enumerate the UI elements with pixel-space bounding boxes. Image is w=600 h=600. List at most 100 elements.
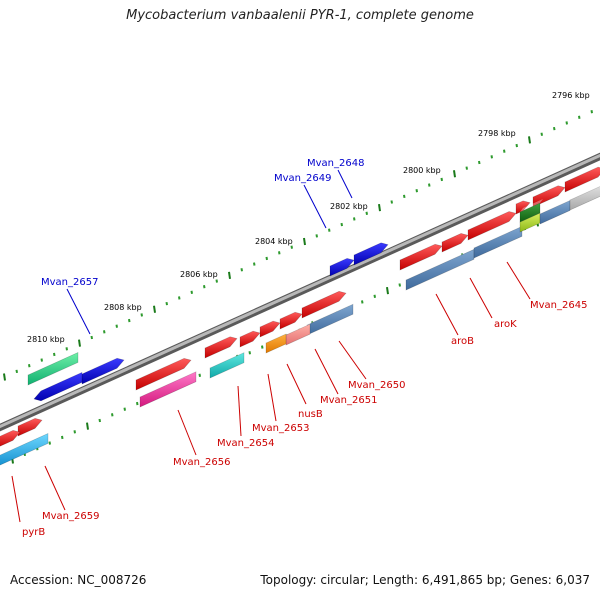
gene-block-face <box>540 196 573 214</box>
scale-tick-minor <box>61 435 64 440</box>
gene-block <box>27 351 79 386</box>
callout-line <box>66 288 91 335</box>
gene-block-face <box>266 329 289 343</box>
gene-block-face <box>520 198 543 212</box>
gene-block-nusb <box>265 333 287 354</box>
gene-label-mvan-2648: Mvan_2648 <box>307 158 364 169</box>
gene-label-mvan-2657: Mvan_2657 <box>41 277 98 288</box>
scale-tick-minor <box>290 245 293 249</box>
gene-label-mvan-2654: Mvan_2654 <box>217 438 274 449</box>
callout-line <box>286 363 307 405</box>
scale-label: 2800 kbp <box>403 166 441 175</box>
gene-block <box>301 290 347 319</box>
scale-tick-major <box>3 373 6 381</box>
scale-tick-minor <box>198 373 201 377</box>
accession-text: Accession: NC_008726 <box>10 573 147 587</box>
callout-line <box>435 293 459 336</box>
scale-labels: 2796 kbp 2798 kbp 2800 kbp 2802 kbp 2804… <box>27 91 590 344</box>
scale-tick-minor <box>115 324 118 328</box>
scale-tick-minor <box>103 330 106 334</box>
scale-tick-minor <box>428 183 431 187</box>
gene-block-face <box>82 354 120 374</box>
scale-label: 2796 kbp <box>552 91 590 100</box>
gene-label-mvan-2649: Mvan_2649 <box>274 173 331 184</box>
gene-label-arok: aroK <box>494 319 517 330</box>
scale-tick-minor <box>503 149 506 153</box>
scale-tick-minor <box>265 256 268 261</box>
figure-title: Mycobacterium vanbaalenii PYR-1, complet… <box>126 8 474 23</box>
scale-tick-major <box>386 287 389 295</box>
gene-block-face <box>0 426 16 437</box>
scale-tick-major <box>528 136 531 144</box>
genome-backbone-highlight <box>0 153 600 429</box>
gene-features <box>0 163 600 466</box>
gene-block-face <box>28 348 81 375</box>
gene-block-face <box>330 254 350 266</box>
gene-block-face <box>474 222 525 248</box>
gene-block-mvan-2654 <box>209 352 245 379</box>
callout-line <box>44 465 66 511</box>
callout-line <box>11 475 21 523</box>
gene-block <box>569 186 600 211</box>
scale-tick-minor <box>140 313 143 317</box>
scale-label: 2802 kbp <box>330 202 368 211</box>
gene-block-face <box>136 354 187 380</box>
scale-ticks-upper <box>3 110 593 381</box>
callout-line <box>267 373 277 422</box>
callout-line <box>314 348 339 395</box>
gene-labels: Mvan_2648 Mvan_2649 Mvan_2657 Mvan_2645 … <box>22 158 587 538</box>
scale-label: 2810 kbp <box>27 335 65 344</box>
scale-tick-minor <box>48 441 51 445</box>
callout-line <box>506 261 531 300</box>
scale-tick-minor <box>565 121 568 125</box>
gene-block <box>17 418 43 437</box>
scale-tick-major <box>153 305 156 313</box>
gene-block-face <box>400 240 438 260</box>
scale-tick-minor <box>40 358 43 362</box>
scale-tick-minor <box>365 211 368 215</box>
gene-block-face <box>565 163 600 182</box>
scale-tick-major <box>86 422 89 430</box>
gene-block <box>441 233 469 253</box>
scale-tick-minor <box>136 401 139 406</box>
scale-label: 2808 kbp <box>104 303 142 312</box>
callout-line <box>337 169 353 199</box>
gene-block-face <box>468 207 512 230</box>
scale-tick-minor <box>278 251 281 255</box>
scale-tick-minor <box>128 318 131 323</box>
callout-line <box>177 409 197 456</box>
gene-block <box>204 336 238 359</box>
callout-line <box>469 277 493 319</box>
scale-tick-major <box>378 204 381 212</box>
gene-block-face <box>307 300 356 325</box>
scale-tick-minor <box>90 335 93 340</box>
gene-block <box>259 320 281 338</box>
gene-block <box>239 330 261 348</box>
gene-label-mvan-2651: Mvan_2651 <box>320 395 377 406</box>
scale-tick-minor <box>440 177 443 182</box>
gene-block-face <box>354 238 384 255</box>
scale-tick-minor <box>123 407 126 411</box>
gene-block <box>564 166 600 193</box>
scale-tick-minor <box>578 115 581 119</box>
scale-tick-minor <box>515 143 518 148</box>
gene-block-face <box>406 245 477 280</box>
scale-tick-minor <box>353 217 356 221</box>
scale-tick-minor <box>253 262 256 266</box>
gene-block-mvan-2656 <box>139 371 197 408</box>
scale-tick-minor <box>590 110 593 114</box>
gene-block <box>519 202 541 223</box>
gene-block-mvan-2648 <box>353 242 389 266</box>
gene-block <box>0 430 21 447</box>
scale-tick-minor <box>240 268 243 272</box>
scale-tick-minor <box>490 155 493 159</box>
gene-label-mvan-2645: Mvan_2645 <box>530 300 587 311</box>
scale-tick-minor <box>190 290 193 294</box>
gene-block-face <box>442 229 464 242</box>
scale-tick-minor <box>315 234 318 238</box>
gene-block-face <box>533 181 561 197</box>
gene-block-face <box>0 429 51 456</box>
scale-tick-minor <box>111 413 114 417</box>
scale-tick-minor <box>165 301 168 306</box>
